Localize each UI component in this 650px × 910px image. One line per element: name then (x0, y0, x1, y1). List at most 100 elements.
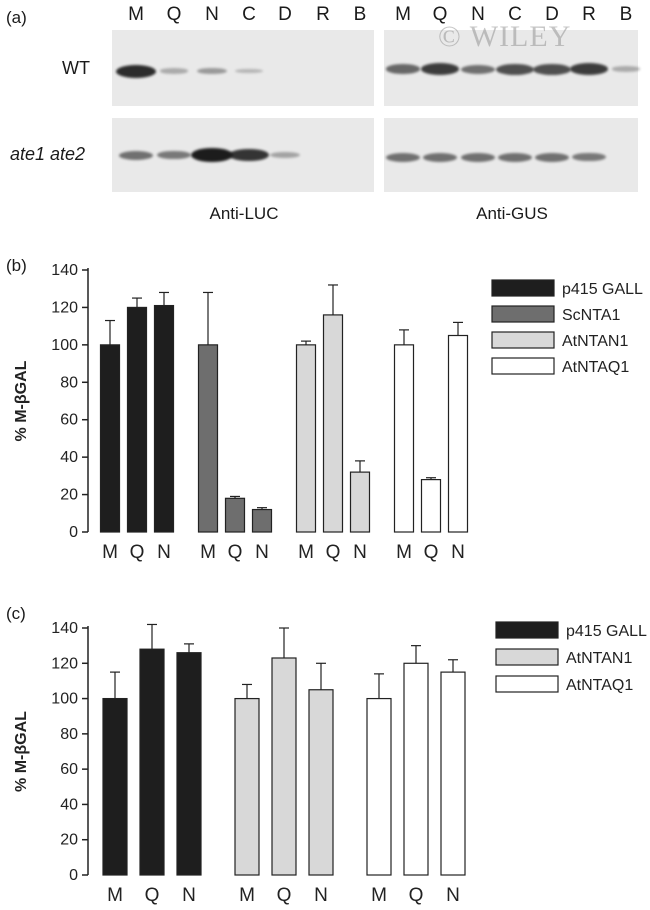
legend-label: AtNTAQ1 (562, 359, 629, 376)
bar-p415-gall-n (153, 304, 175, 533)
gus-lane-d: D (545, 4, 559, 25)
x-tick-label: Q (424, 542, 439, 563)
y-tick-label: 20 (60, 487, 78, 504)
bar-atntan1-m (234, 697, 260, 876)
legend-swatch (491, 279, 555, 297)
x-tick-label: M (102, 542, 118, 563)
bar-scnta1-q (224, 497, 246, 533)
x-tick-label: Q (130, 542, 145, 563)
wt-gus-band-1 (420, 63, 460, 75)
y-tick-label: 120 (51, 655, 78, 672)
wt-luc-band-1 (159, 68, 189, 74)
mut-luc-band-2 (191, 148, 233, 162)
y-tick-label: 140 (51, 620, 78, 637)
legend-label: p415 GALL (566, 623, 647, 640)
x-tick-label: N (353, 542, 367, 563)
mut-luc-band-0 (119, 150, 153, 160)
y-tick-label: 80 (60, 726, 78, 743)
y-tick-label: 60 (60, 761, 78, 778)
bar-p415-gall-n (176, 652, 202, 876)
bar-p415-gall-m (99, 344, 121, 533)
wt-gus-band-2 (461, 64, 495, 74)
legend-swatch (491, 305, 555, 323)
mut-gus-band-4 (535, 152, 569, 162)
luc-lane-r: R (316, 4, 330, 25)
y-tick-label: 60 (60, 412, 78, 429)
legend-swatch (495, 621, 559, 639)
y-tick-label: 0 (69, 524, 78, 541)
y-tick-label: 40 (60, 449, 78, 466)
chart-c: 0 20 40 60 80 100 120 140 % M-βGAL M Q N M Q N M Q Np415 … (13, 620, 647, 905)
gus-lane-q: Q (432, 4, 448, 25)
luc-lane-m: M (128, 4, 144, 25)
legend-swatch (491, 331, 555, 349)
bar-atntan1-n (349, 471, 371, 533)
legend-label: ScNTA1 (562, 307, 620, 324)
gus-lane-r: R (582, 4, 596, 25)
bar-atntaq1-n (440, 671, 466, 876)
y-tick-label: 120 (51, 299, 78, 316)
y-axis-label: % M-βGAL (13, 360, 30, 441)
x-tick-label: M (107, 885, 123, 905)
mut-gus-band-1 (423, 152, 457, 162)
luc-lane-c: C (242, 4, 256, 25)
legend-label: AtNTAN1 (562, 333, 628, 350)
bar-atntaq1-m (366, 697, 392, 876)
y-tick-label: 100 (51, 691, 78, 708)
legend-label: AtNTAN1 (566, 650, 632, 667)
legend-swatch (495, 675, 559, 693)
mut-luc-band-1 (157, 150, 191, 160)
x-tick-label: N (182, 885, 196, 905)
bar-atntan1-q (271, 657, 297, 876)
bar-p415-gall-m (102, 697, 128, 876)
bar-p415-gall-q (139, 648, 165, 876)
wt-luc-band-3 (235, 68, 263, 74)
wt-luc-band-2 (197, 67, 227, 75)
y-tick-label: 0 (69, 867, 78, 884)
y-tick-label: 140 (51, 262, 78, 279)
x-tick-label: Q (277, 885, 292, 905)
x-tick-label: M (396, 542, 412, 563)
mut-gus-band-5 (572, 152, 606, 162)
luc-lane-d: D (278, 4, 292, 25)
bar-atntan1-q (322, 314, 344, 533)
gus-lane-b: B (619, 4, 633, 25)
x-tick-label: M (200, 542, 216, 563)
x-tick-label: M (298, 542, 314, 563)
caption-anti-luc: Anti-LUC (209, 204, 279, 223)
panel-b-label: (b) (6, 256, 27, 275)
x-tick-label: Q (145, 885, 160, 905)
luc-lane-b: B (353, 4, 367, 25)
bar-scnta1-m (197, 344, 219, 533)
x-tick-label: N (255, 542, 269, 563)
x-tick-label: Q (326, 542, 341, 563)
luc-lane-n: N (205, 4, 219, 25)
wt-gus-band-6 (611, 66, 641, 72)
bar-atntaq1-n (447, 334, 469, 533)
y-tick-label: 100 (51, 337, 78, 354)
bar-atntaq1-q (420, 479, 442, 533)
mut-gus-band-3 (498, 152, 532, 162)
bar-atntaq1-m (393, 344, 415, 533)
y-tick-label: 40 (60, 796, 78, 813)
x-tick-label: N (446, 885, 460, 905)
legend-label: p415 GALL (562, 281, 643, 298)
legend-label: AtNTAQ1 (566, 677, 633, 694)
blot-wt-luc (112, 30, 374, 106)
bar-p415-gall-q (126, 306, 148, 533)
bar-scnta1-n (251, 508, 273, 533)
x-tick-label: N (314, 885, 328, 905)
x-tick-label: M (371, 885, 387, 905)
wt-gus-band-5 (569, 63, 609, 75)
mut-luc-band-3 (229, 148, 269, 162)
y-tick-label: 20 (60, 832, 78, 849)
x-tick-label: Q (228, 542, 243, 563)
mut-gus-band-2 (461, 152, 495, 162)
row-label-ate1-ate2: ate1 ate2 (10, 144, 86, 164)
mut-gus-band-0 (386, 152, 420, 162)
panel-c-label: (c) (6, 604, 26, 623)
gus-lane-m: M (395, 4, 411, 25)
mut-luc-band-4 (270, 152, 300, 158)
bar-atntan1-m (295, 344, 317, 533)
row-label-wt: WT (62, 58, 90, 78)
